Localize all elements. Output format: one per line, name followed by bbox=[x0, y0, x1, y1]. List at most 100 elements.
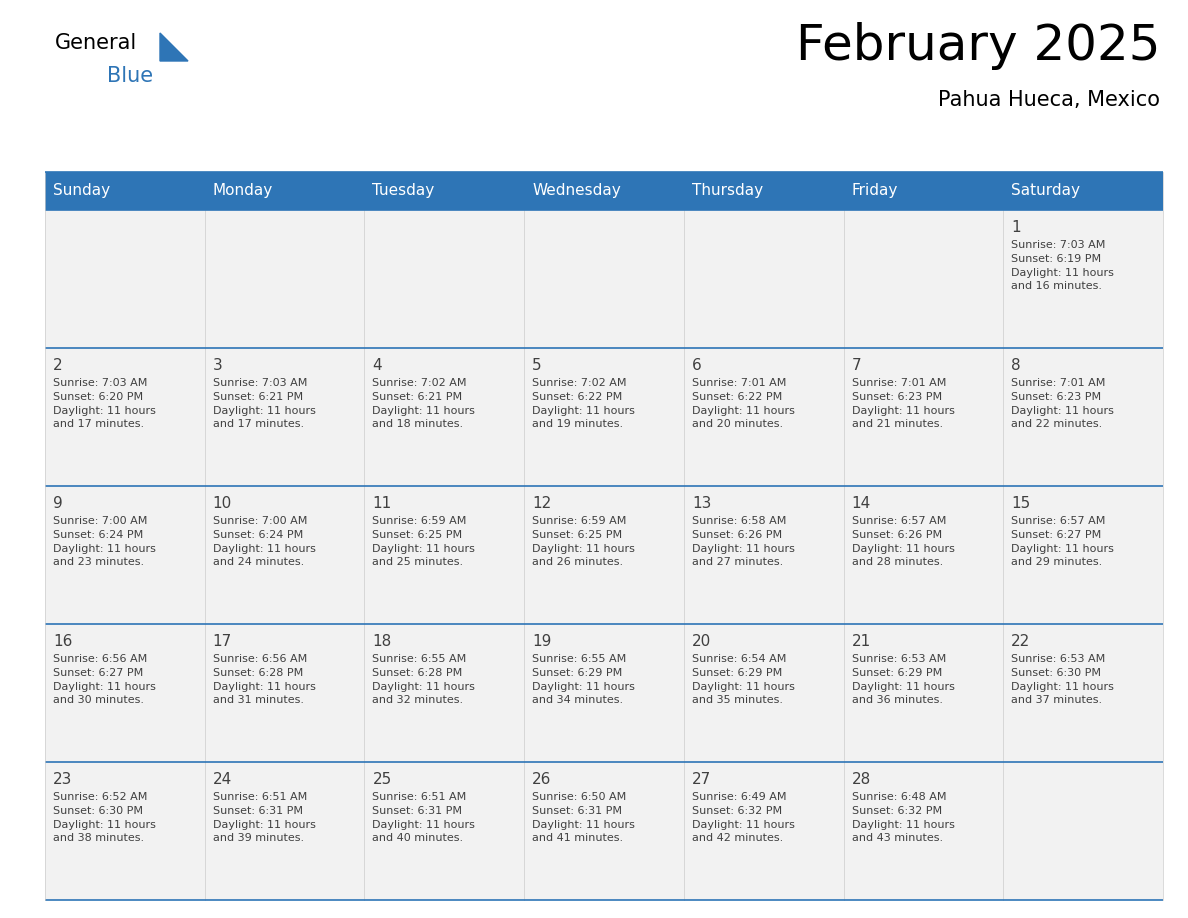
Bar bbox=[843, 210, 1004, 348]
Text: Pahua Hueca, Mexico: Pahua Hueca, Mexico bbox=[939, 90, 1159, 110]
Text: 11: 11 bbox=[372, 496, 392, 510]
Text: 7: 7 bbox=[852, 358, 861, 373]
Bar bbox=[45, 624, 204, 762]
Text: Sunrise: 7:01 AM
Sunset: 6:22 PM
Daylight: 11 hours
and 20 minutes.: Sunrise: 7:01 AM Sunset: 6:22 PM Dayligh… bbox=[691, 378, 795, 429]
Text: Sunrise: 6:52 AM
Sunset: 6:30 PM
Daylight: 11 hours
and 38 minutes.: Sunrise: 6:52 AM Sunset: 6:30 PM Dayligh… bbox=[53, 792, 156, 843]
Bar bbox=[45, 348, 204, 486]
Text: 22: 22 bbox=[1011, 633, 1030, 649]
Text: Wednesday: Wednesday bbox=[532, 184, 621, 198]
Bar bbox=[684, 172, 843, 210]
Text: Sunrise: 7:00 AM
Sunset: 6:24 PM
Daylight: 11 hours
and 23 minutes.: Sunrise: 7:00 AM Sunset: 6:24 PM Dayligh… bbox=[53, 516, 156, 567]
Text: Blue: Blue bbox=[107, 66, 153, 86]
Bar bbox=[524, 172, 684, 210]
Text: Sunrise: 7:03 AM
Sunset: 6:19 PM
Daylight: 11 hours
and 16 minutes.: Sunrise: 7:03 AM Sunset: 6:19 PM Dayligh… bbox=[1011, 241, 1114, 291]
Bar bbox=[365, 172, 524, 210]
Text: Tuesday: Tuesday bbox=[372, 184, 435, 198]
Text: 1: 1 bbox=[1011, 219, 1020, 235]
Text: Sunrise: 6:55 AM
Sunset: 6:28 PM
Daylight: 11 hours
and 32 minutes.: Sunrise: 6:55 AM Sunset: 6:28 PM Dayligh… bbox=[372, 655, 475, 705]
Text: General: General bbox=[55, 33, 138, 53]
Text: 5: 5 bbox=[532, 358, 542, 373]
Bar bbox=[45, 486, 204, 624]
Bar bbox=[204, 210, 365, 348]
Text: 18: 18 bbox=[372, 633, 392, 649]
Bar bbox=[843, 624, 1004, 762]
Bar bbox=[204, 624, 365, 762]
Bar bbox=[684, 486, 843, 624]
Text: Sunrise: 6:57 AM
Sunset: 6:26 PM
Daylight: 11 hours
and 28 minutes.: Sunrise: 6:57 AM Sunset: 6:26 PM Dayligh… bbox=[852, 516, 954, 567]
Bar bbox=[1004, 172, 1163, 210]
Bar bbox=[843, 348, 1004, 486]
Text: Sunrise: 6:57 AM
Sunset: 6:27 PM
Daylight: 11 hours
and 29 minutes.: Sunrise: 6:57 AM Sunset: 6:27 PM Dayligh… bbox=[1011, 516, 1114, 567]
Bar bbox=[45, 210, 204, 348]
Bar bbox=[365, 348, 524, 486]
Text: 10: 10 bbox=[213, 496, 232, 510]
Bar bbox=[1004, 762, 1163, 900]
Text: Sunrise: 6:54 AM
Sunset: 6:29 PM
Daylight: 11 hours
and 35 minutes.: Sunrise: 6:54 AM Sunset: 6:29 PM Dayligh… bbox=[691, 655, 795, 705]
Text: Sunday: Sunday bbox=[53, 184, 110, 198]
Text: Sunrise: 6:53 AM
Sunset: 6:29 PM
Daylight: 11 hours
and 36 minutes.: Sunrise: 6:53 AM Sunset: 6:29 PM Dayligh… bbox=[852, 655, 954, 705]
Text: 20: 20 bbox=[691, 633, 712, 649]
Bar bbox=[365, 762, 524, 900]
Text: 23: 23 bbox=[53, 772, 72, 787]
Text: Saturday: Saturday bbox=[1011, 184, 1080, 198]
Text: 9: 9 bbox=[53, 496, 63, 510]
Bar bbox=[1004, 348, 1163, 486]
Text: 26: 26 bbox=[532, 772, 551, 787]
Text: Sunrise: 6:55 AM
Sunset: 6:29 PM
Daylight: 11 hours
and 34 minutes.: Sunrise: 6:55 AM Sunset: 6:29 PM Dayligh… bbox=[532, 655, 636, 705]
Text: 21: 21 bbox=[852, 633, 871, 649]
Text: 25: 25 bbox=[372, 772, 392, 787]
Text: 17: 17 bbox=[213, 633, 232, 649]
Text: Sunrise: 6:50 AM
Sunset: 6:31 PM
Daylight: 11 hours
and 41 minutes.: Sunrise: 6:50 AM Sunset: 6:31 PM Dayligh… bbox=[532, 792, 636, 843]
Bar bbox=[1004, 486, 1163, 624]
Bar bbox=[524, 624, 684, 762]
Text: Sunrise: 7:03 AM
Sunset: 6:21 PM
Daylight: 11 hours
and 17 minutes.: Sunrise: 7:03 AM Sunset: 6:21 PM Dayligh… bbox=[213, 378, 316, 429]
Text: 24: 24 bbox=[213, 772, 232, 787]
Bar bbox=[45, 762, 204, 900]
Bar bbox=[684, 210, 843, 348]
Bar bbox=[843, 172, 1004, 210]
Bar bbox=[204, 762, 365, 900]
Polygon shape bbox=[160, 33, 188, 61]
Bar bbox=[684, 624, 843, 762]
Text: 15: 15 bbox=[1011, 496, 1030, 510]
Bar bbox=[684, 762, 843, 900]
Text: 3: 3 bbox=[213, 358, 222, 373]
Bar bbox=[524, 762, 684, 900]
Bar bbox=[684, 348, 843, 486]
Text: Sunrise: 6:58 AM
Sunset: 6:26 PM
Daylight: 11 hours
and 27 minutes.: Sunrise: 6:58 AM Sunset: 6:26 PM Dayligh… bbox=[691, 516, 795, 567]
Text: 6: 6 bbox=[691, 358, 702, 373]
Bar bbox=[204, 486, 365, 624]
Text: Sunrise: 7:01 AM
Sunset: 6:23 PM
Daylight: 11 hours
and 22 minutes.: Sunrise: 7:01 AM Sunset: 6:23 PM Dayligh… bbox=[1011, 378, 1114, 429]
Text: Sunrise: 7:02 AM
Sunset: 6:22 PM
Daylight: 11 hours
and 19 minutes.: Sunrise: 7:02 AM Sunset: 6:22 PM Dayligh… bbox=[532, 378, 636, 429]
Text: 28: 28 bbox=[852, 772, 871, 787]
Text: Sunrise: 7:00 AM
Sunset: 6:24 PM
Daylight: 11 hours
and 24 minutes.: Sunrise: 7:00 AM Sunset: 6:24 PM Dayligh… bbox=[213, 516, 316, 567]
Text: 14: 14 bbox=[852, 496, 871, 510]
Text: 8: 8 bbox=[1011, 358, 1020, 373]
Text: Sunrise: 6:56 AM
Sunset: 6:28 PM
Daylight: 11 hours
and 31 minutes.: Sunrise: 6:56 AM Sunset: 6:28 PM Dayligh… bbox=[213, 655, 316, 705]
Text: Sunrise: 6:48 AM
Sunset: 6:32 PM
Daylight: 11 hours
and 43 minutes.: Sunrise: 6:48 AM Sunset: 6:32 PM Dayligh… bbox=[852, 792, 954, 843]
Bar bbox=[843, 486, 1004, 624]
Text: Thursday: Thursday bbox=[691, 184, 763, 198]
Text: Sunrise: 7:03 AM
Sunset: 6:20 PM
Daylight: 11 hours
and 17 minutes.: Sunrise: 7:03 AM Sunset: 6:20 PM Dayligh… bbox=[53, 378, 156, 429]
Text: Sunrise: 6:49 AM
Sunset: 6:32 PM
Daylight: 11 hours
and 42 minutes.: Sunrise: 6:49 AM Sunset: 6:32 PM Dayligh… bbox=[691, 792, 795, 843]
Text: 2: 2 bbox=[53, 358, 63, 373]
Text: Sunrise: 6:53 AM
Sunset: 6:30 PM
Daylight: 11 hours
and 37 minutes.: Sunrise: 6:53 AM Sunset: 6:30 PM Dayligh… bbox=[1011, 655, 1114, 705]
Text: 19: 19 bbox=[532, 633, 551, 649]
Bar bbox=[365, 210, 524, 348]
Text: Sunrise: 6:51 AM
Sunset: 6:31 PM
Daylight: 11 hours
and 40 minutes.: Sunrise: 6:51 AM Sunset: 6:31 PM Dayligh… bbox=[372, 792, 475, 843]
Text: Friday: Friday bbox=[852, 184, 898, 198]
Text: 13: 13 bbox=[691, 496, 712, 510]
Text: Sunrise: 6:59 AM
Sunset: 6:25 PM
Daylight: 11 hours
and 26 minutes.: Sunrise: 6:59 AM Sunset: 6:25 PM Dayligh… bbox=[532, 516, 636, 567]
Text: 27: 27 bbox=[691, 772, 712, 787]
Text: Sunrise: 6:51 AM
Sunset: 6:31 PM
Daylight: 11 hours
and 39 minutes.: Sunrise: 6:51 AM Sunset: 6:31 PM Dayligh… bbox=[213, 792, 316, 843]
Bar bbox=[524, 210, 684, 348]
Bar bbox=[843, 762, 1004, 900]
Text: Sunrise: 7:01 AM
Sunset: 6:23 PM
Daylight: 11 hours
and 21 minutes.: Sunrise: 7:01 AM Sunset: 6:23 PM Dayligh… bbox=[852, 378, 954, 429]
Text: Sunrise: 6:59 AM
Sunset: 6:25 PM
Daylight: 11 hours
and 25 minutes.: Sunrise: 6:59 AM Sunset: 6:25 PM Dayligh… bbox=[372, 516, 475, 567]
Text: Monday: Monday bbox=[213, 184, 273, 198]
Bar bbox=[204, 348, 365, 486]
Bar bbox=[524, 348, 684, 486]
Bar bbox=[1004, 624, 1163, 762]
Text: February 2025: February 2025 bbox=[796, 22, 1159, 70]
Text: 4: 4 bbox=[372, 358, 383, 373]
